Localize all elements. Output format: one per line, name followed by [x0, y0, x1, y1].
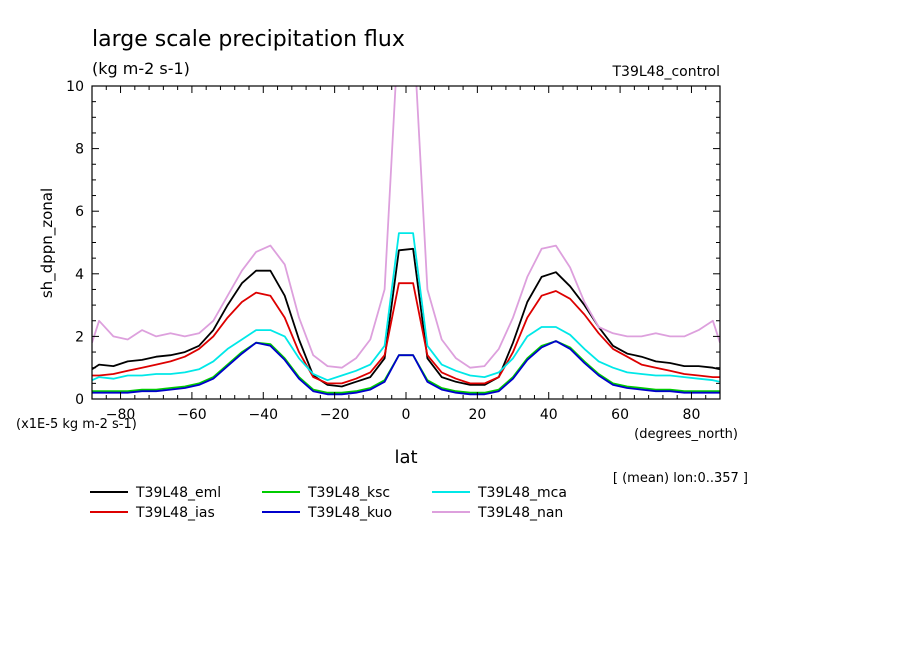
y-tick-label: 10 — [66, 79, 84, 95]
y-scale-note: (x1E-5 kg m-2 s-1) — [16, 417, 137, 432]
series-line-T39L48_kuo — [92, 340, 720, 396]
x-axis-units: (degrees_north) — [634, 427, 738, 442]
x-tick-label: 20 — [468, 407, 486, 423]
x-tick-label: −40 — [248, 407, 278, 423]
experiment-label: T39L48_control — [611, 64, 720, 80]
x-tick-label: 40 — [540, 407, 558, 423]
series-line-T39L48_nan — [92, 86, 720, 369]
series-line-T39L48_ksc — [92, 340, 720, 394]
legend-label: T39L48_mca — [477, 485, 567, 501]
legend-label: T39L48_ksc — [307, 485, 390, 501]
series-line-T39L48_ias — [92, 282, 720, 385]
plot-area: −80 −60 −40 −20 0 20 40 60 80 0 2 4 6 8 10 — [66, 79, 721, 423]
x-tick-label: 60 — [611, 407, 629, 423]
x-tick-label: 80 — [683, 407, 701, 423]
y-tick-label: 2 — [75, 329, 84, 345]
y-tick-label: 4 — [75, 267, 84, 283]
x-axis-label: lat — [394, 447, 417, 468]
x-tick-label: −80 — [106, 407, 136, 423]
tick-layer: −80 −60 −40 −20 0 20 40 60 80 0 2 4 6 8 10 — [66, 79, 720, 423]
mean-note: [ (mean) lon:0..357 ] — [613, 471, 748, 486]
legend-label: T39L48_ias — [135, 505, 215, 521]
legend-label: T39L48_kuo — [307, 505, 392, 521]
legend: T39L48_eml T39L48_ias T39L48_ksc T39L48_kuo… — [90, 485, 567, 521]
x-tick-label: 0 — [402, 407, 411, 423]
series-line-T39L48_eml — [92, 247, 720, 388]
x-tick-label: −20 — [320, 407, 350, 423]
y-axis-label: sh_dppn_zonal — [38, 188, 57, 298]
series-line-T39L48_mca — [92, 232, 720, 383]
y-tick-label: 8 — [75, 142, 84, 158]
chart-units: (kg m-2 s-1) — [92, 59, 190, 78]
chart-title: large scale precipitation flux — [92, 27, 405, 52]
series-layer — [92, 86, 720, 396]
y-tick-label: 6 — [75, 204, 84, 220]
y-tick-label: 0 — [75, 392, 84, 408]
x-tick-label: −60 — [177, 407, 207, 423]
legend-label: T39L48_eml — [135, 485, 221, 501]
legend-label: T39L48_nan — [477, 505, 563, 521]
